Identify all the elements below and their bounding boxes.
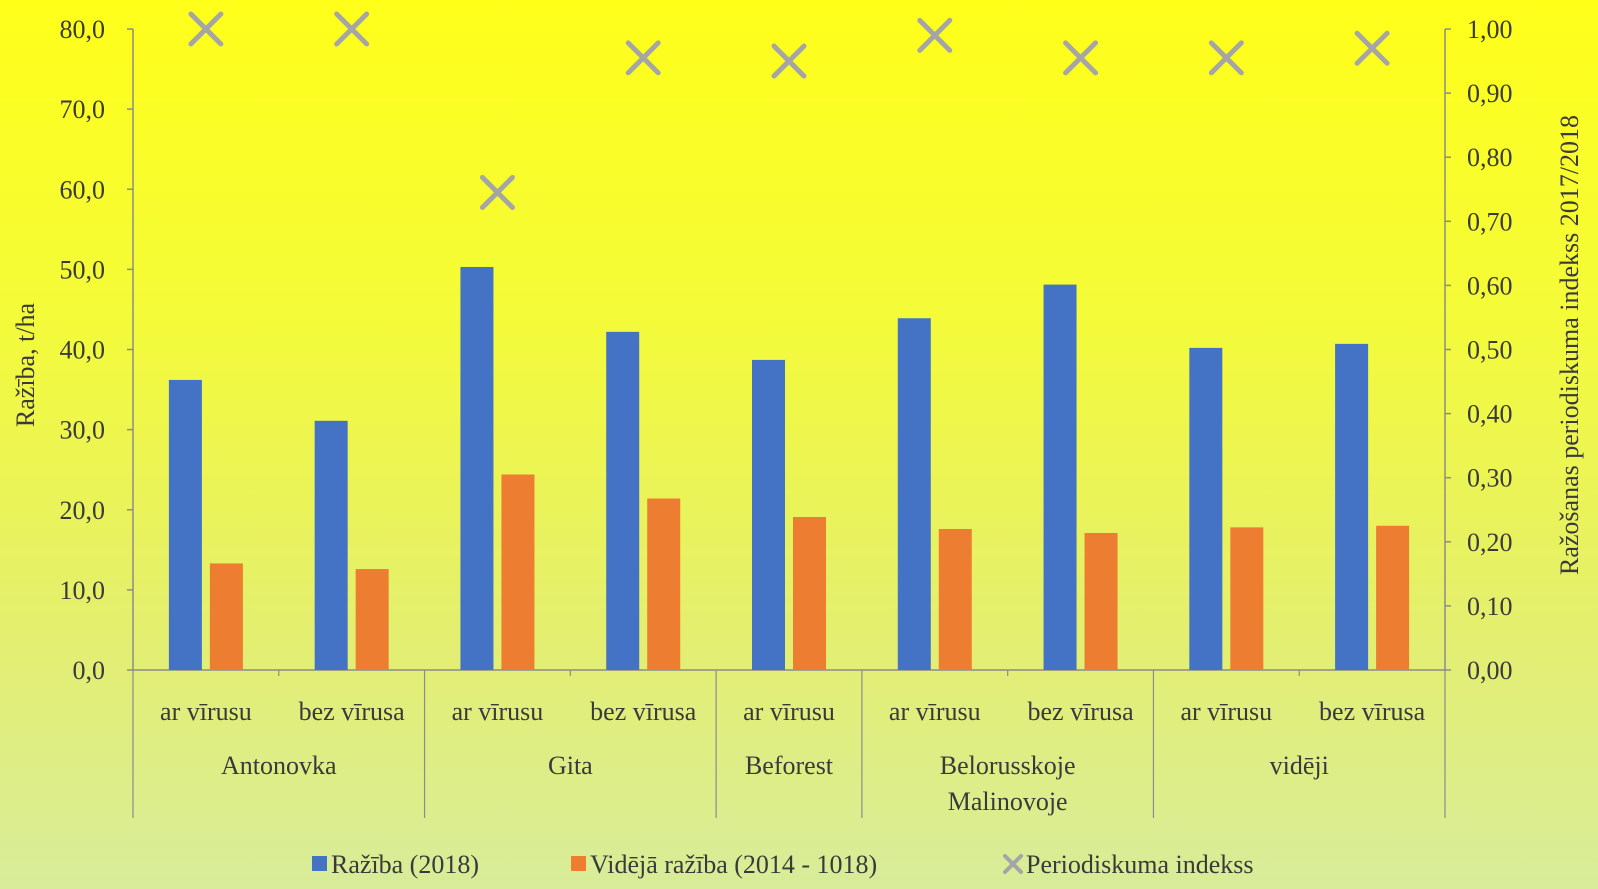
x-group-label: Malinovoje	[948, 787, 1068, 816]
y-tick-label-right: 0,40	[1467, 400, 1513, 429]
point-periodiskuma-indekss	[771, 43, 807, 79]
y-axis-title-left: Ražība, t/ha	[11, 302, 40, 427]
legend-label: Vidējā ražība (2014 - 1018)	[590, 850, 877, 879]
y-tick-label-right: 0,80	[1467, 143, 1513, 172]
x-category-label: bez vīrusa	[1027, 697, 1134, 726]
bar-razhiba-2018	[460, 266, 494, 670]
bar-videja-razhiba	[355, 569, 389, 670]
point-periodiskuma-indekss	[1063, 40, 1099, 76]
x-category-label: ar vīrusu	[889, 697, 981, 726]
y-tick-label-left: 0,0	[73, 656, 106, 685]
point-periodiskuma-indekss	[1354, 30, 1390, 66]
x-category-label: ar vīrusu	[1180, 697, 1272, 726]
bar-videja-razhiba	[793, 516, 826, 670]
y-tick-label-right: 0,30	[1467, 464, 1513, 493]
y-tick-label-right: 0,00	[1467, 656, 1513, 685]
x-category-label: ar vīrusu	[743, 697, 835, 726]
bar-razhiba-2018	[752, 359, 785, 670]
legend-label: Periodiskuma indekss	[1026, 850, 1254, 879]
bar-videja-razhiba	[209, 563, 243, 670]
x-category-label: bez vīrusa	[299, 697, 406, 726]
bar-videja-razhiba	[938, 528, 972, 670]
bar-videja-razhiba	[1230, 527, 1264, 670]
point-periodiskuma-indekss	[188, 11, 224, 47]
x-category-label: bez vīrusa	[590, 697, 697, 726]
y-tick-label-left: 30,0	[60, 416, 106, 445]
y-tick-label-right: 0,50	[1467, 336, 1513, 365]
x-group-label: vidēji	[1270, 751, 1329, 780]
legend-swatch	[1003, 854, 1023, 874]
x-category-label: bez vīrusa	[1319, 697, 1426, 726]
bar-razhiba-2018	[168, 379, 202, 670]
x-category-label: ar vīrusu	[160, 697, 252, 726]
bar-videja-razhiba	[1376, 525, 1410, 670]
y-tick-label-left: 60,0	[60, 175, 106, 204]
y-axis-title-right: Ražošanas periodiskuma indekss 2017/2018	[1555, 115, 1584, 575]
bar-razhiba-2018	[897, 318, 931, 670]
bar-videja-razhiba	[647, 498, 681, 670]
point-periodiskuma-indekss	[334, 11, 370, 47]
x-category-label: ar vīrusu	[452, 697, 544, 726]
legend-swatch	[312, 856, 327, 871]
y-tick-label-right: 0,10	[1467, 592, 1513, 621]
x-group-label: Antonovka	[221, 751, 337, 780]
x-group-label: Belorusskoje	[940, 751, 1076, 780]
point-periodiskuma-indekss	[625, 40, 661, 76]
bar-razhiba-2018	[314, 420, 348, 670]
y-tick-label-left: 70,0	[60, 95, 106, 124]
y-tick-label-right: 0,70	[1467, 207, 1513, 236]
point-periodiskuma-indekss	[479, 174, 515, 210]
bar-razhiba-2018	[1335, 343, 1369, 670]
y-tick-label-left: 50,0	[60, 255, 106, 284]
y-tick-label-right: 0,20	[1467, 528, 1513, 557]
bar-razhiba-2018	[1189, 347, 1223, 670]
legend: Ražība (2018) Vidējā ražība (2014 - 1018)…	[312, 850, 1254, 879]
bar-razhiba-2018	[1043, 284, 1077, 670]
y-tick-label-left: 10,0	[60, 576, 106, 605]
legend-label: Ražība (2018)	[331, 850, 479, 879]
bar-videja-razhiba	[1084, 532, 1118, 670]
x-group-label: Beforest	[745, 751, 834, 780]
x-group-label: Gita	[548, 751, 593, 780]
y-tick-label-right: 0,60	[1467, 271, 1513, 300]
y-tick-label-right: 1,00	[1467, 15, 1513, 44]
y-tick-label-left: 80,0	[60, 15, 106, 44]
bar-razhiba-2018	[606, 331, 640, 670]
y-tick-label-left: 20,0	[60, 496, 106, 525]
y-tick-label-left: 40,0	[60, 336, 106, 365]
bar-videja-razhiba	[501, 474, 535, 670]
legend-swatch	[571, 856, 586, 871]
y-tick-label-right: 0,90	[1467, 79, 1513, 108]
point-periodiskuma-indekss	[917, 17, 953, 53]
point-periodiskuma-indekss	[1208, 40, 1244, 76]
